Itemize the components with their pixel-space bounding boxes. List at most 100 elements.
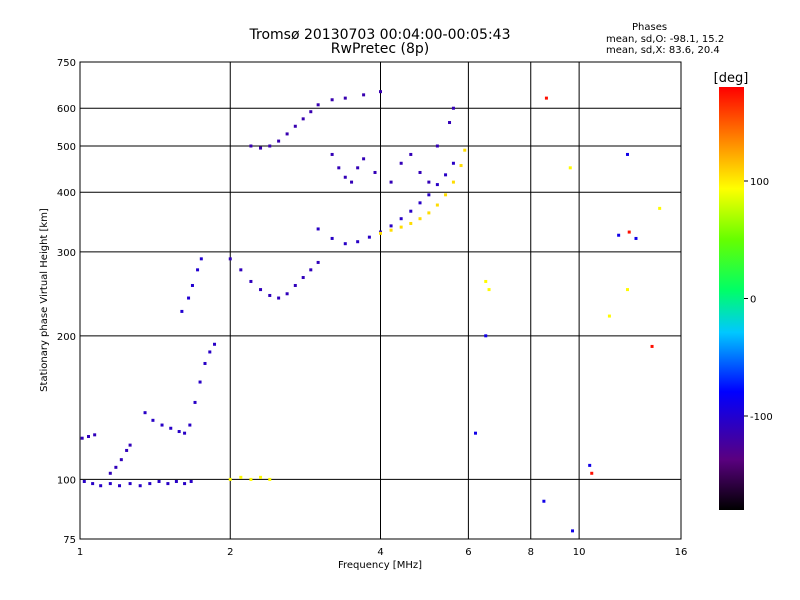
data-point	[99, 484, 103, 488]
data-point	[634, 236, 638, 240]
data-point	[119, 458, 123, 462]
x-tick-label: 10	[573, 547, 586, 558]
x-tick-label: 6	[465, 547, 471, 558]
data-point	[409, 221, 413, 225]
stats-x-mode: mean, sd,X: 83.6, 20.4	[606, 45, 720, 56]
data-point	[309, 110, 313, 114]
data-point	[343, 242, 347, 246]
data-point	[484, 279, 488, 283]
data-point	[379, 231, 382, 235]
data-point	[285, 132, 289, 136]
data-point	[239, 268, 243, 272]
data-point	[189, 479, 193, 483]
data-point	[350, 180, 354, 184]
data-point	[208, 350, 212, 354]
data-point	[399, 217, 403, 221]
data-point	[625, 288, 629, 292]
x-tick-label: 16	[675, 547, 688, 558]
data-point	[625, 152, 629, 156]
data-point	[435, 183, 439, 187]
data-point	[148, 482, 152, 486]
data-point	[301, 276, 305, 280]
data-point	[114, 465, 118, 469]
x-tick-label: 1	[77, 547, 83, 558]
data-point	[174, 479, 178, 483]
data-point	[389, 224, 393, 228]
data-point	[293, 124, 297, 128]
data-point	[293, 283, 297, 287]
data-point	[183, 431, 187, 435]
y-tick-label: 600	[57, 104, 76, 115]
data-point	[277, 139, 281, 143]
data-point	[316, 103, 320, 107]
x-tick-label: 2	[227, 547, 233, 558]
y-tick-label: 100	[57, 475, 76, 486]
data-point	[199, 257, 203, 261]
data-point	[82, 479, 86, 483]
y-tick-label: 75	[63, 535, 76, 546]
data-point	[473, 431, 477, 435]
data-point	[157, 479, 161, 483]
data-point	[118, 484, 122, 488]
colorbar-tick-label: -100	[750, 412, 773, 423]
data-point	[128, 482, 132, 486]
data-point	[196, 268, 200, 272]
data-point	[337, 166, 341, 170]
data-point	[418, 170, 422, 174]
data-point	[316, 260, 320, 264]
x-axis-title: Frequency [MHz]	[338, 560, 422, 571]
data-point	[190, 283, 194, 287]
colorbar-tick-label: 0	[750, 295, 756, 306]
data-point	[213, 342, 217, 346]
y-tick-label: 750	[57, 58, 76, 69]
data-point	[228, 257, 232, 261]
data-point	[367, 235, 371, 239]
data-point	[143, 411, 147, 415]
data-point	[309, 268, 313, 272]
data-point	[108, 482, 112, 486]
chart-title: Tromsø 20130703 00:04:00-00:05:43	[249, 27, 511, 43]
data-point	[249, 279, 253, 283]
data-point	[268, 144, 272, 148]
data-point	[93, 433, 97, 437]
data-point	[268, 293, 272, 297]
data-point	[228, 477, 232, 481]
x-tick-label: 8	[528, 547, 534, 558]
data-point	[249, 477, 253, 481]
data-point	[658, 206, 662, 210]
chart-subtitle: RwPretec (8p)	[330, 41, 430, 57]
data-point	[183, 482, 187, 486]
y-tick-label: 400	[57, 188, 76, 199]
data-point	[330, 98, 334, 102]
data-point	[617, 233, 621, 237]
data-point	[356, 166, 360, 170]
data-point	[80, 436, 84, 440]
data-point	[389, 180, 393, 184]
data-point	[188, 423, 192, 427]
data-point	[343, 175, 347, 179]
data-point	[427, 180, 431, 184]
y-axis-title: Stationary phase Virtual Height [km]	[39, 208, 50, 392]
data-point	[362, 157, 366, 161]
data-point	[571, 529, 575, 533]
data-point	[249, 144, 253, 148]
data-point	[108, 471, 112, 475]
data-point	[259, 288, 263, 292]
data-point	[177, 430, 181, 434]
data-point	[389, 228, 393, 232]
data-point	[544, 96, 548, 100]
data-point	[138, 484, 142, 488]
data-point	[435, 203, 439, 207]
data-point	[607, 314, 611, 318]
data-point	[451, 161, 455, 165]
data-point	[444, 193, 448, 197]
data-point	[356, 240, 360, 244]
data-point	[125, 448, 129, 452]
data-point	[373, 170, 377, 174]
data-point	[259, 146, 263, 150]
data-point	[180, 309, 184, 313]
data-point	[459, 164, 463, 168]
data-point	[239, 475, 243, 479]
data-point	[451, 180, 455, 184]
data-point	[418, 201, 422, 205]
